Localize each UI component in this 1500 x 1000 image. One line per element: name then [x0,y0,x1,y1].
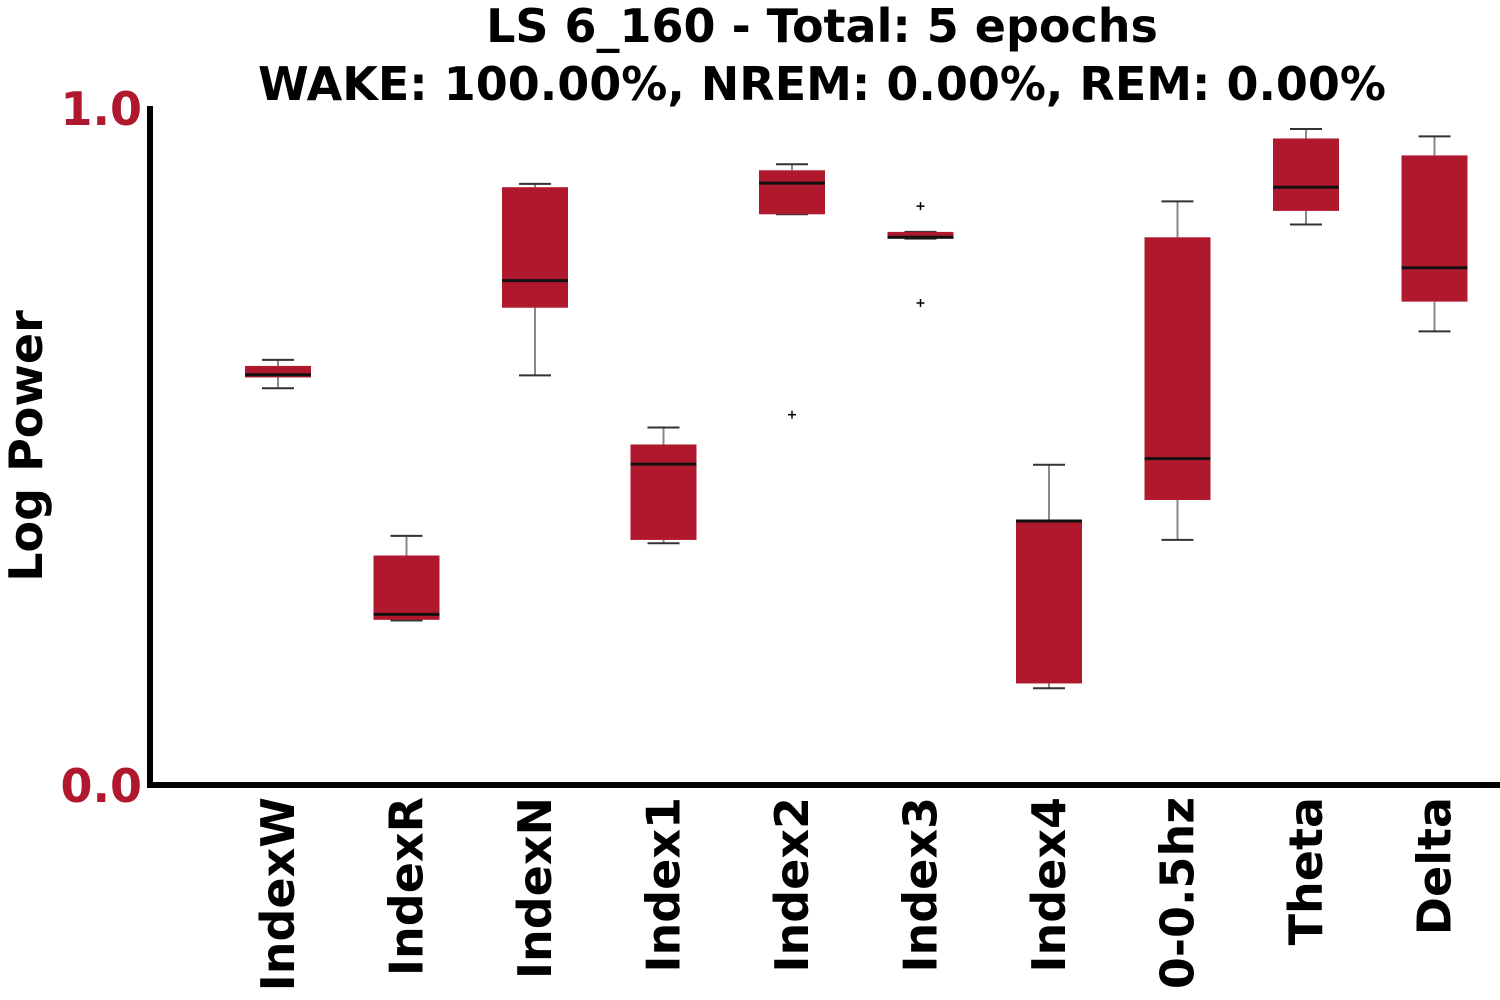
box-iqr [1144,237,1211,500]
box-delta [1401,135,1468,333]
box-index2 [759,163,825,419]
box-index4 [1016,463,1082,690]
y-tick-label: 1.0 [61,82,143,136]
box-theta [1273,127,1339,226]
chart-title-line2: WAKE: 100.00%, NREM: 0.00%, REM: 0.00% [258,57,1386,111]
box-iqr [1273,138,1339,211]
box-indexn [502,182,568,377]
x-tick-label: Theta [1279,797,1333,945]
y-tick-label: 0.0 [61,759,143,813]
x-tick-label: IndexW [251,797,305,991]
box-iqr [887,231,954,239]
x-tick-label: Index2 [765,797,819,973]
box-iqr [502,187,568,308]
box-iqr [1016,520,1082,684]
plot-area [245,127,1468,690]
y-axis-label: Log Power [0,310,53,582]
x-tick-label: Index4 [1022,797,1076,973]
box-iqr [759,170,825,215]
box-index1 [630,426,697,545]
box-indexr [373,534,440,622]
x-tick-label: 0-0.5hz [1151,797,1205,989]
x-tick-label: Delta [1408,797,1462,935]
box-iqr [373,555,440,620]
chart-title-line1: LS 6_160 - Total: 5 epochs [486,0,1158,53]
box-index3 [887,202,954,307]
box-iqr [1401,155,1468,302]
box-iqr [245,365,311,378]
x-tick-label: IndexN [508,797,562,979]
box-iqr [630,444,697,540]
box-indexw [245,358,311,390]
box-0-0-5hz [1144,200,1211,541]
x-tick-label: IndexR [380,797,434,976]
x-tick-label: Index3 [894,797,948,973]
x-tick-label: Index1 [637,797,691,973]
